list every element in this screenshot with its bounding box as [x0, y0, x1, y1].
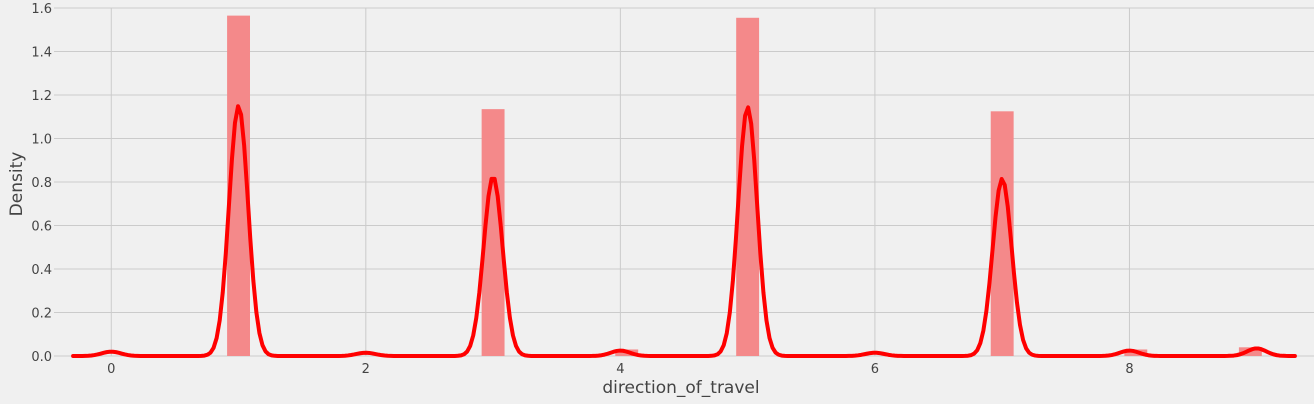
histogram-bar-1	[481, 109, 505, 356]
x-tick-label-4: 8	[1125, 362, 1133, 377]
x-axis-label: direction_of_travel	[602, 378, 759, 398]
y-tick-label-8: 1.6	[31, 2, 52, 17]
y-tick-label-6: 1.2	[31, 89, 52, 104]
y-axis-label: Density	[7, 152, 27, 217]
x-tick-label-2: 4	[616, 362, 624, 377]
y-tick-label-5: 1.0	[31, 133, 52, 148]
y-tick-label-4: 0.8	[31, 176, 52, 191]
y-tick-label-1: 0.2	[31, 307, 52, 322]
y-tick-label-7: 1.4	[31, 46, 52, 61]
kde-curve	[71, 104, 1297, 358]
x-tick-label-3: 6	[871, 362, 879, 377]
y-tick-labels: 0.0 0.2 0.4 0.6 0.8 1.0 1.2 1.4 1.6	[31, 2, 52, 365]
histogram-bar-0	[227, 15, 250, 357]
histogram-bar-3	[736, 17, 760, 356]
x-tick-label-0: 0	[107, 362, 115, 377]
x-tick-labels: 0 2 4 6 8	[107, 362, 1133, 377]
histogram-bar-4	[990, 111, 1014, 356]
x-tick-label-1: 2	[362, 362, 370, 377]
y-tick-label-3: 0.6	[31, 220, 52, 235]
y-tick-label-2: 0.4	[31, 263, 52, 278]
y-tick-label-0: 0.0	[31, 350, 52, 365]
